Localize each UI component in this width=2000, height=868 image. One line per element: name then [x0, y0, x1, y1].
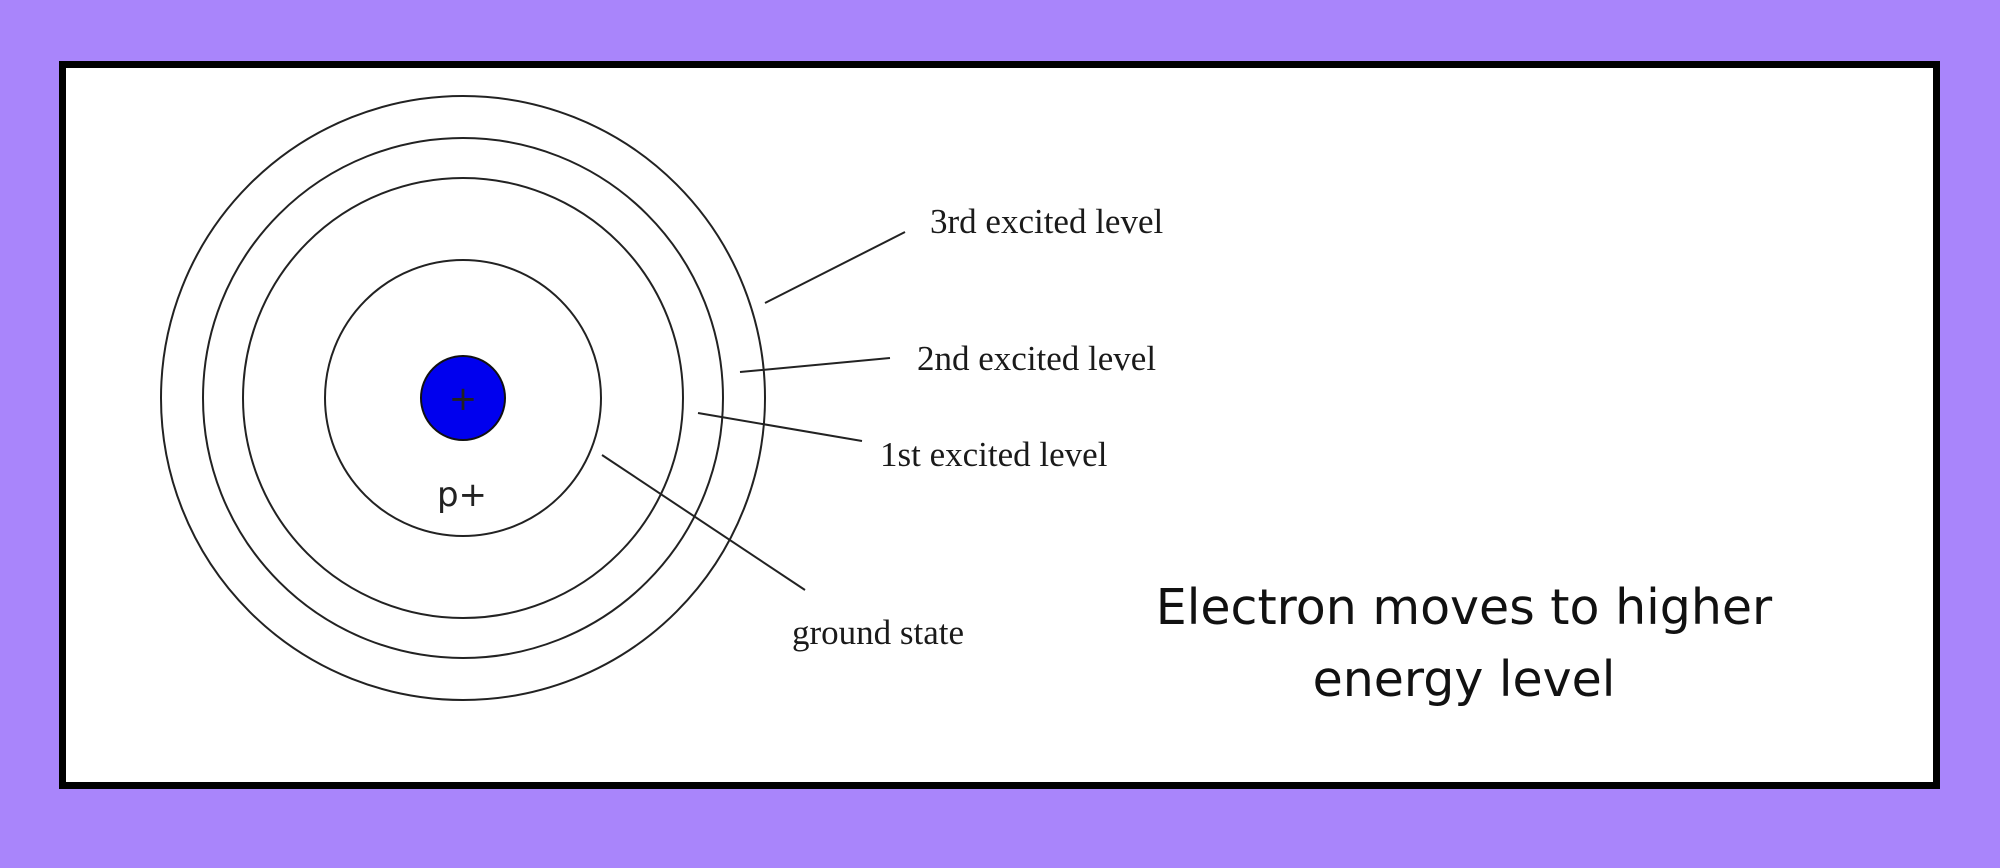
leader-line-ground — [601, 454, 806, 591]
leader-line-third — [764, 231, 906, 304]
caption: Electron moves to higher energy level — [1064, 572, 1864, 716]
nucleus-plus-sign: + — [449, 379, 478, 419]
caption-line-1: Electron moves to higher — [1155, 579, 1773, 636]
leader-line-second — [739, 357, 891, 373]
proton-label: p+ — [437, 475, 487, 515]
first-excited-label: 1st excited level — [880, 435, 1108, 474]
nucleus — [420, 355, 506, 441]
third-excited-orbit — [160, 95, 766, 701]
leader-line-first — [697, 412, 863, 442]
second-excited-label: 2nd excited level — [917, 339, 1156, 378]
third-excited-label: 3rd excited level — [930, 202, 1164, 241]
diagram-panel — [59, 61, 1940, 789]
caption-line-2: energy level — [1312, 651, 1616, 708]
second-excited-orbit — [202, 137, 724, 659]
ground-state-orbit — [324, 259, 602, 537]
ground-state-label: ground state — [792, 613, 964, 652]
first-excited-orbit — [242, 177, 684, 619]
